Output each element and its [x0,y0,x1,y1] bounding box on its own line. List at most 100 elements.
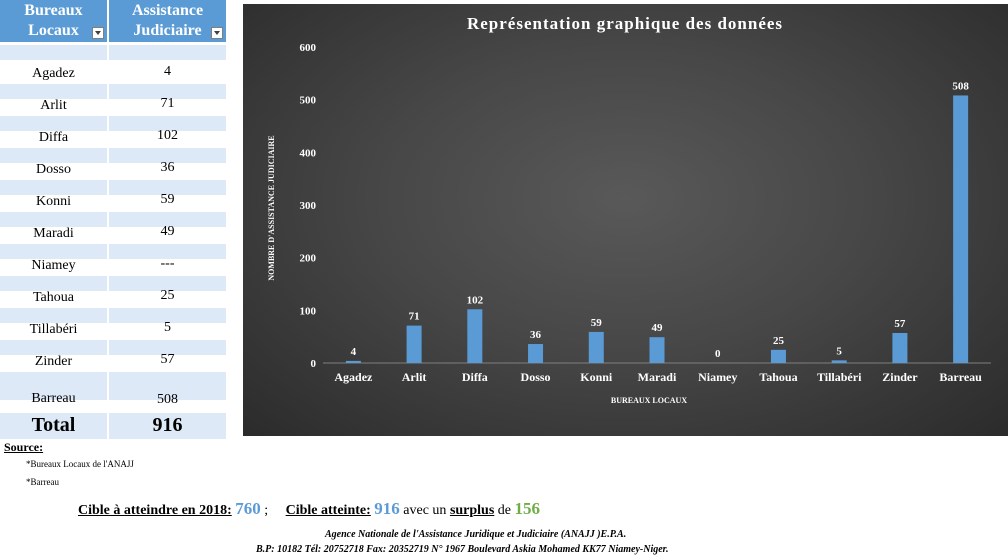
data-label: 71 [409,311,420,323]
bar-konni [588,331,604,363]
table-cell-value: 4 [164,64,171,79]
y-tick-label: 100 [300,305,317,317]
chart-axis-group: 0 100 200 300 400 500 600 [300,42,991,370]
table-cell-bureau: Tahoua [32,290,74,305]
table-row-band [0,180,107,195]
bar-arlit [406,325,422,363]
table-row-band [0,276,107,291]
x-tick-label: Dosso [521,370,551,384]
y-tick-label: 0 [311,358,317,370]
x-tick-label: Agadez [334,370,373,384]
y-axis-label: NOMBRE D'ASSISTANCE JUDICIAIRE [267,135,276,280]
table-cell-value: --- [160,256,175,271]
surplus-label: surplus [449,503,495,518]
de-text: de [497,503,512,518]
table-cell-value: 102 [157,128,178,143]
total-value: 916 [152,414,183,436]
table-row-band [0,212,107,227]
bar-tahoua [770,349,786,363]
data-label: 25 [773,335,785,347]
table-row-band [0,244,107,259]
y-tick-label: 200 [300,253,317,265]
data-label: 36 [530,329,542,341]
table-row-band [109,212,226,227]
data-label: 49 [652,322,664,334]
table-cell-value: 36 [160,160,175,175]
x-tick-label: Tahoua [759,370,797,384]
chart-panel: Représentation graphique des données BUR… [243,4,1008,436]
table-row-band [0,45,107,60]
target-summary: Cible à atteindre en 2018: 760 ; Cible a… [78,499,540,519]
table-cell-bureau: Konni [36,194,71,209]
total-row-bg-right [109,413,226,439]
agency-address: B.P: 10182 Tél: 20752718 Fax: 20352719 N… [256,544,669,555]
table-row-band [0,385,107,400]
table-cell-bureau: Arlit [40,98,67,113]
table-cell-bureau: Barreau [31,391,76,406]
table-row-band [109,385,226,400]
table-cell-value: 71 [160,96,175,111]
target-label: Cible à atteindre en 2018: [78,503,232,518]
table-row-band [109,180,226,195]
bar-diffa [467,309,483,363]
header-assistance-judiciaire[interactable]: Assistance Judiciaire [109,0,226,42]
table-cell-value: 508 [157,392,178,407]
table-row-band [109,84,226,99]
table-cell-bureau: Dosso [35,162,71,177]
x-tick-label: Arlit [402,370,427,384]
chart-bars-group: 4 Agadez 71 Arlit 102 Diffa 36 Dosso 59 Konni 49 Ma… [334,80,982,384]
total-label: Total [31,414,76,436]
data-label: 0 [715,348,721,360]
bar-agadez [345,360,361,363]
x-tick-label: Niamey [698,370,737,384]
table-cell-bureau: Diffa [38,130,69,145]
bar-chart: Représentation graphique des données BUR… [267,14,991,405]
x-axis-label: BUREAUX LOCAUX [611,396,687,405]
source-item: *Bureaux Locaux de l'ANAJJ [26,459,134,469]
target-value: 760 [235,499,261,518]
table-cell-bureau: Maradi [33,226,74,241]
table-cell-bureau: Niamey [31,258,76,273]
y-tick-label: 500 [300,95,317,107]
table-row-band [109,308,226,323]
table-cell-bureau: Tillabéri [29,322,78,337]
table-cell-value: 25 [160,288,175,303]
bar-tillabri [831,360,847,363]
table-cell-bureau: Zinder [34,354,73,369]
bar-dosso [528,344,544,363]
table-row-band [109,45,226,60]
table-row-band [109,340,226,355]
data-label: 5 [836,345,842,357]
table-row-band [0,340,107,355]
filter-dropdown-icon[interactable] [92,27,104,39]
table-row-band [109,276,226,291]
header-bureaux-locaux[interactable]: Bureaux Locaux [0,0,107,42]
filter-dropdown-icon[interactable] [211,27,223,39]
separator: ; [264,503,269,518]
bar-maradi [649,337,665,363]
table-row-band [0,372,107,387]
data-label: 57 [894,318,906,330]
table-cell-bureau: Agadez [32,66,75,81]
data-label: 508 [952,80,969,92]
x-tick-label: Diffa [462,370,488,384]
header-assistance-label: Assistance Judiciaire [131,2,204,39]
table-row-band [109,244,226,259]
x-tick-label: Maradi [638,370,677,384]
agency-name: Agence Nationale de l'Assistance Juridiq… [325,529,627,540]
table-row-band [109,148,226,163]
x-tick-label: Konni [580,370,613,384]
table-cell-value: 59 [160,192,175,207]
table-row-band [0,116,107,131]
source-label: Source: [4,440,44,454]
x-tick-label: Barreau [939,370,982,384]
surplus-value: 156 [514,499,541,518]
table-row-band [109,116,226,131]
source-item: *Barreau [26,477,59,487]
avec-text: avec un [403,503,447,518]
y-tick-label: 400 [300,147,317,159]
table-row-band [109,372,226,387]
bar-barreau [953,95,969,363]
table-row-band [0,308,107,323]
table-cell-value: 57 [160,352,175,367]
